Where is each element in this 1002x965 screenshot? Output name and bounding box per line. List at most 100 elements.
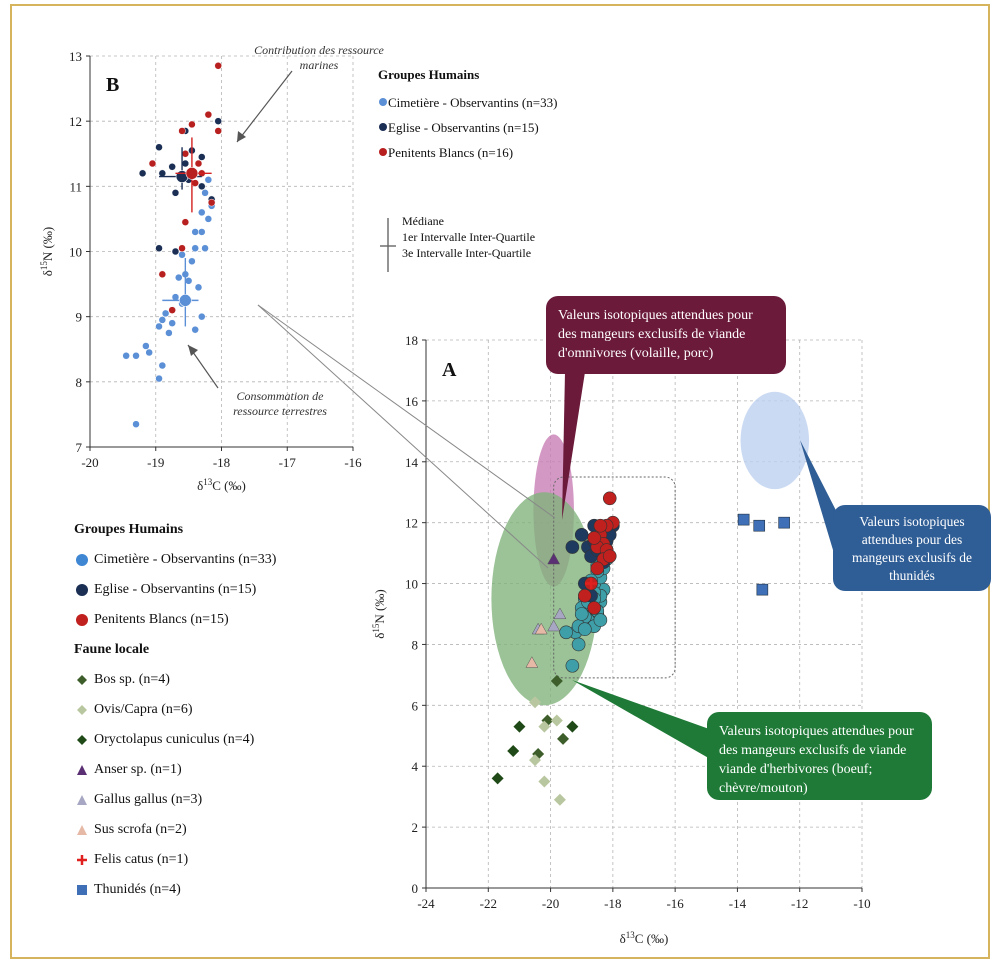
callout-omnivores: Valeurs isotopiques attendues pour des m… [546, 296, 786, 374]
y-tick-label: 8 [412, 637, 419, 652]
triangle-icon [74, 794, 90, 806]
data-point [181, 150, 190, 158]
data-point [181, 218, 190, 226]
data-point [168, 319, 176, 327]
data-point [590, 561, 605, 576]
note-marine: Contribution des ressource marines [254, 43, 384, 72]
callout-herbivores-text: Valeurs isotopiques attendues pour des m… [719, 724, 914, 796]
y-tick-label: 11 [69, 179, 82, 194]
legend-item: Cimetière - Observantins (n=33) [74, 545, 276, 575]
data-point [165, 329, 173, 337]
diamond-icon [74, 704, 90, 716]
data-point [198, 153, 206, 161]
data-point [191, 325, 199, 334]
legend-item: Oryctolapus cuniculus (n=4) [74, 725, 276, 755]
legend-marker [379, 122, 387, 131]
data-point [529, 696, 541, 709]
y-tick-label: 18 [405, 333, 418, 348]
y-tick-label: 6 [412, 698, 419, 713]
data-point [566, 720, 579, 733]
legend-marker [77, 675, 87, 685]
data-point [204, 176, 213, 184]
circle-icon [74, 553, 90, 567]
data-point [158, 361, 167, 370]
arrowhead-marine [237, 131, 246, 142]
legend-item: Ovis/Capra (n=6) [74, 695, 276, 725]
callout-omnivores-pointer [562, 372, 585, 520]
data-point [578, 622, 592, 637]
panel-a-legend: Groupes Humains Cimetière - Observantins… [74, 515, 276, 905]
legend-item: Thunidés (n=4) [74, 875, 276, 905]
data-point [557, 732, 570, 745]
legend-marker [379, 147, 387, 156]
legend-marker [77, 735, 87, 745]
data-point [171, 293, 180, 301]
circle-icon [74, 613, 90, 627]
legend-label: Eglise - Observantins (n=15) [94, 582, 257, 597]
data-point [155, 143, 163, 151]
data-point [593, 613, 608, 627]
data-point [155, 374, 163, 383]
data-point [756, 583, 769, 596]
triangle-icon [74, 824, 90, 836]
diamond-icon [74, 734, 90, 746]
panel-a-y-label: δ15N (‰) [371, 589, 387, 638]
panel-b-y-label: δ15N (‰) [39, 227, 55, 276]
y-tick-label: 12 [405, 516, 418, 531]
x-tick-label: -17 [279, 455, 297, 470]
leader-line [257, 304, 556, 519]
data-point [198, 182, 206, 191]
arrow-marine [236, 70, 293, 143]
data-point [178, 251, 186, 259]
legend-label: Penitents Blancs (n=15) [94, 612, 229, 627]
legend-item: Bos sp. (n=4) [74, 665, 276, 695]
legend-item: Felis catus (n=1) [74, 845, 276, 875]
data-point [574, 607, 589, 621]
data-point [198, 228, 206, 236]
legend-marker [76, 584, 88, 596]
legend-item: Gallus gallus (n=3) [74, 785, 276, 815]
callout-herbivores-pointer [572, 680, 712, 760]
data-point [145, 348, 153, 357]
data-point [188, 120, 196, 129]
x-tick-label: -10 [853, 896, 870, 911]
x-tick-label: -20 [542, 896, 559, 911]
y-tick-label: 10 [405, 577, 418, 592]
y-tick-label: 10 [69, 245, 82, 260]
legend-label: Bos sp. (n=4) [94, 672, 170, 687]
circle-icon [74, 583, 90, 597]
data-point [155, 322, 163, 331]
x-tick-label: -22 [480, 896, 497, 911]
data-point [132, 420, 140, 428]
square-icon [74, 884, 90, 896]
data-point [529, 754, 541, 767]
data-point [207, 198, 216, 207]
median-key: Médiane 1er Intervalle Inter-Quartile 3e… [402, 213, 535, 261]
data-point [132, 352, 140, 360]
data-point [191, 244, 199, 252]
data-point [194, 159, 203, 168]
data-point [553, 793, 566, 806]
callout-thunides-text: Valeurs isotopiques attendues pour des m… [852, 514, 972, 583]
median-point [179, 294, 192, 307]
data-point [155, 244, 163, 252]
legend-label: Cimetière - Observantins (n=33) [94, 552, 277, 567]
legend-marker [77, 885, 87, 895]
y-tick-label: 14 [405, 455, 419, 470]
legend-item: Sus scrofa (n=2) [74, 815, 276, 845]
data-point [587, 601, 601, 615]
data-point [191, 228, 199, 236]
data-point [547, 619, 561, 632]
x-tick-label: -18 [604, 896, 621, 911]
data-point [158, 270, 167, 279]
data-point [578, 588, 592, 603]
legend-item: Anser sp. (n=1) [74, 755, 276, 785]
data-point [188, 257, 196, 266]
panel-b-legend-item: Cimetière - Observantins (n=33) [378, 90, 557, 115]
data-point [538, 775, 551, 788]
y-tick-label: 2 [412, 820, 419, 835]
data-point [214, 62, 222, 70]
data-point [158, 316, 167, 324]
median-point [185, 167, 199, 180]
